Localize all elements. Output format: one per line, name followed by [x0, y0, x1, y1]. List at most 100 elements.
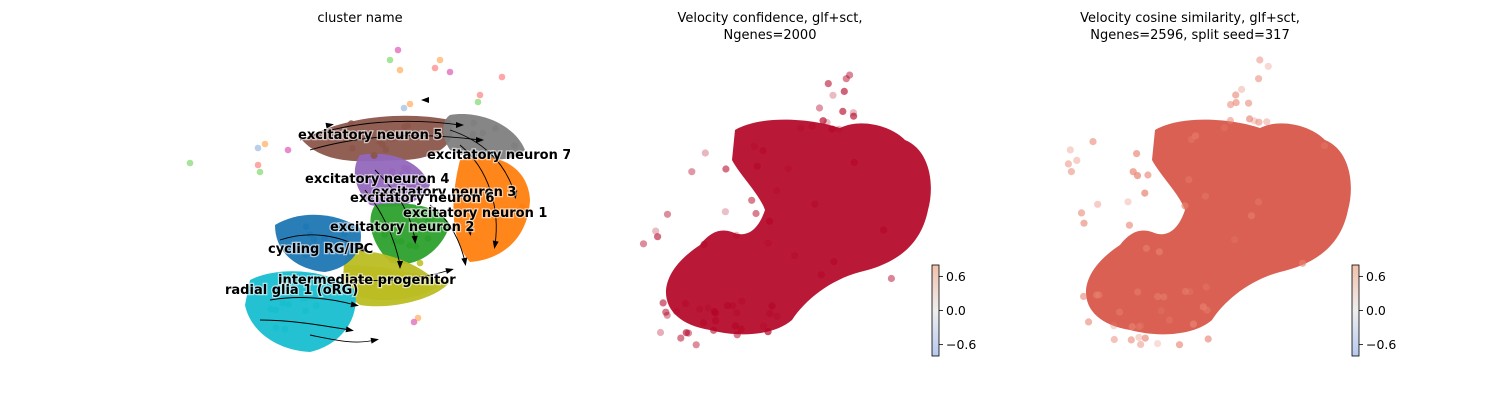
- velocity-confidence-point: [835, 125, 843, 133]
- cluster-point: [476, 91, 484, 99]
- cluster-point: [302, 223, 310, 230]
- cosine-similarity-point: [1247, 212, 1256, 220]
- cluster-point: [310, 236, 318, 243]
- cluster-label: excitatory neuron 7: [427, 148, 570, 163]
- cluster-point: [325, 240, 332, 247]
- cosine-similarity-point: [1133, 172, 1142, 180]
- streamline: [374, 169, 416, 241]
- cluster-point: [452, 146, 460, 153]
- cosine-similarity-title: Velocity cosine similarity, glf+sct, Nge…: [1080, 11, 1300, 43]
- cluster-point: [396, 289, 403, 297]
- velocity-confidence-point: [842, 75, 850, 83]
- cosine-similarity-point: [1220, 124, 1228, 132]
- velocity-confidence-point: [684, 329, 693, 337]
- cluster-point: [369, 288, 377, 295]
- velocity-confidence-point: [768, 302, 776, 310]
- cosine-similarity-point: [1137, 322, 1145, 330]
- cluster-point: [404, 165, 412, 173]
- cosine-similarity-point: [1110, 335, 1118, 344]
- cluster-point: [400, 104, 408, 112]
- cosine-similarity-point: [1175, 341, 1184, 349]
- velocity-confidence-point: [654, 233, 662, 241]
- velocity-confidence-density: [665, 119, 931, 335]
- velocity-confidence-colorbar-tick-label: 0.0: [946, 303, 966, 318]
- streamline: [309, 334, 376, 343]
- cosine-similarity-colorbar: 0.6 0.0 −0.6: [1351, 264, 1396, 357]
- cosine-similarity-point: [1133, 150, 1141, 158]
- cluster-point: [418, 280, 425, 288]
- cluster-point: [299, 294, 307, 302]
- cluster-point: [407, 278, 414, 286]
- cluster-point: [431, 64, 439, 72]
- cosine-similarity-point: [1238, 85, 1246, 93]
- streamline-arrow: [360, 245, 369, 252]
- cluster-label: cycling RG/IPC: [268, 242, 373, 257]
- velocity-confidence-point: [672, 308, 681, 316]
- cluster-point: [281, 325, 289, 333]
- velocity-confidence-point: [849, 109, 857, 117]
- velocity-confidence-point: [753, 162, 761, 170]
- cosine-similarity-colorbar-tick-label: 0.0: [1366, 303, 1386, 318]
- velocity-confidence-point: [722, 165, 730, 173]
- velocity-confidence-point: [732, 231, 740, 239]
- streamline-arrow: [466, 227, 473, 236]
- cosine-similarity-point: [1254, 198, 1263, 206]
- cosine-similarity-point: [1203, 306, 1211, 314]
- cluster-point: [428, 214, 435, 222]
- cluster-point: [186, 159, 194, 167]
- velocity-confidence-point: [662, 308, 670, 316]
- velocity-confidence-point: [811, 200, 819, 208]
- velocity-confidence-point: [733, 331, 741, 339]
- streamline-arrow: [511, 190, 518, 199]
- cosine-similarity-point: [1110, 322, 1118, 330]
- cosine-similarity-colorbar-tick-label: 0.6: [1366, 269, 1386, 284]
- velocity-confidence-points: [639, 71, 931, 349]
- cosine-similarity-point: [1245, 99, 1253, 107]
- cluster-point: [362, 284, 369, 292]
- cosine-similarity-point: [1080, 292, 1088, 300]
- cosine-similarity-colorbar-bar: [1351, 264, 1360, 357]
- cluster-point: [380, 189, 387, 196]
- cluster-point: [371, 152, 378, 159]
- cluster-region: [245, 271, 356, 352]
- cluster-point: [363, 173, 371, 180]
- velocity-confidence-point: [750, 142, 758, 150]
- cluster-point: [397, 171, 405, 179]
- cluster-point: [272, 324, 280, 332]
- cluster-point: [381, 231, 388, 238]
- streamline-arrow: [411, 235, 418, 244]
- cluster-point: [349, 145, 356, 152]
- cluster-point: [388, 135, 396, 142]
- cosine-similarity-point: [1073, 156, 1081, 164]
- cluster-point: [446, 68, 454, 76]
- cosine-similarity-point: [1093, 291, 1101, 299]
- cosine-similarity-point: [1137, 340, 1145, 348]
- velocity-confidence-point: [839, 107, 847, 115]
- velocity-confidence-colorbar: 0.6 0.0 −0.6: [931, 264, 976, 357]
- velocity-confidence-colorbar-bar: [931, 264, 940, 357]
- streamline: [364, 189, 401, 266]
- cluster-point: [396, 280, 403, 287]
- velocity-confidence-point: [797, 124, 805, 132]
- velocity-confidence-point: [738, 297, 746, 305]
- velocity-confidence-point: [817, 271, 825, 279]
- cluster-point: [340, 230, 348, 237]
- cluster-point: [261, 140, 269, 148]
- velocity-confidence-point: [823, 118, 831, 127]
- cosine-similarity-point: [1085, 318, 1093, 326]
- velocity-confidence-point: [652, 227, 660, 235]
- cosine-similarity-point: [1232, 91, 1240, 99]
- cosine-similarity-point: [1064, 160, 1072, 168]
- cosine-similarity-point: [1127, 336, 1135, 344]
- cosine-similarity-point: [1189, 320, 1197, 328]
- velocity-confidence-colorbar-tick-label: −0.6: [946, 337, 976, 352]
- cluster-point: [409, 184, 416, 191]
- cluster-point: [399, 271, 407, 279]
- streamline-arrow: [456, 122, 464, 128]
- cosine-similarity-point: [1226, 116, 1234, 125]
- velocity-confidence-point: [766, 310, 774, 318]
- cluster-point: [406, 242, 414, 249]
- velocity-confidence-point: [731, 322, 739, 330]
- cosine-similarity-density: [1085, 119, 1351, 335]
- velocity-confidence-title: Velocity confidence, glf+sct, Ngenes=200…: [677, 11, 863, 43]
